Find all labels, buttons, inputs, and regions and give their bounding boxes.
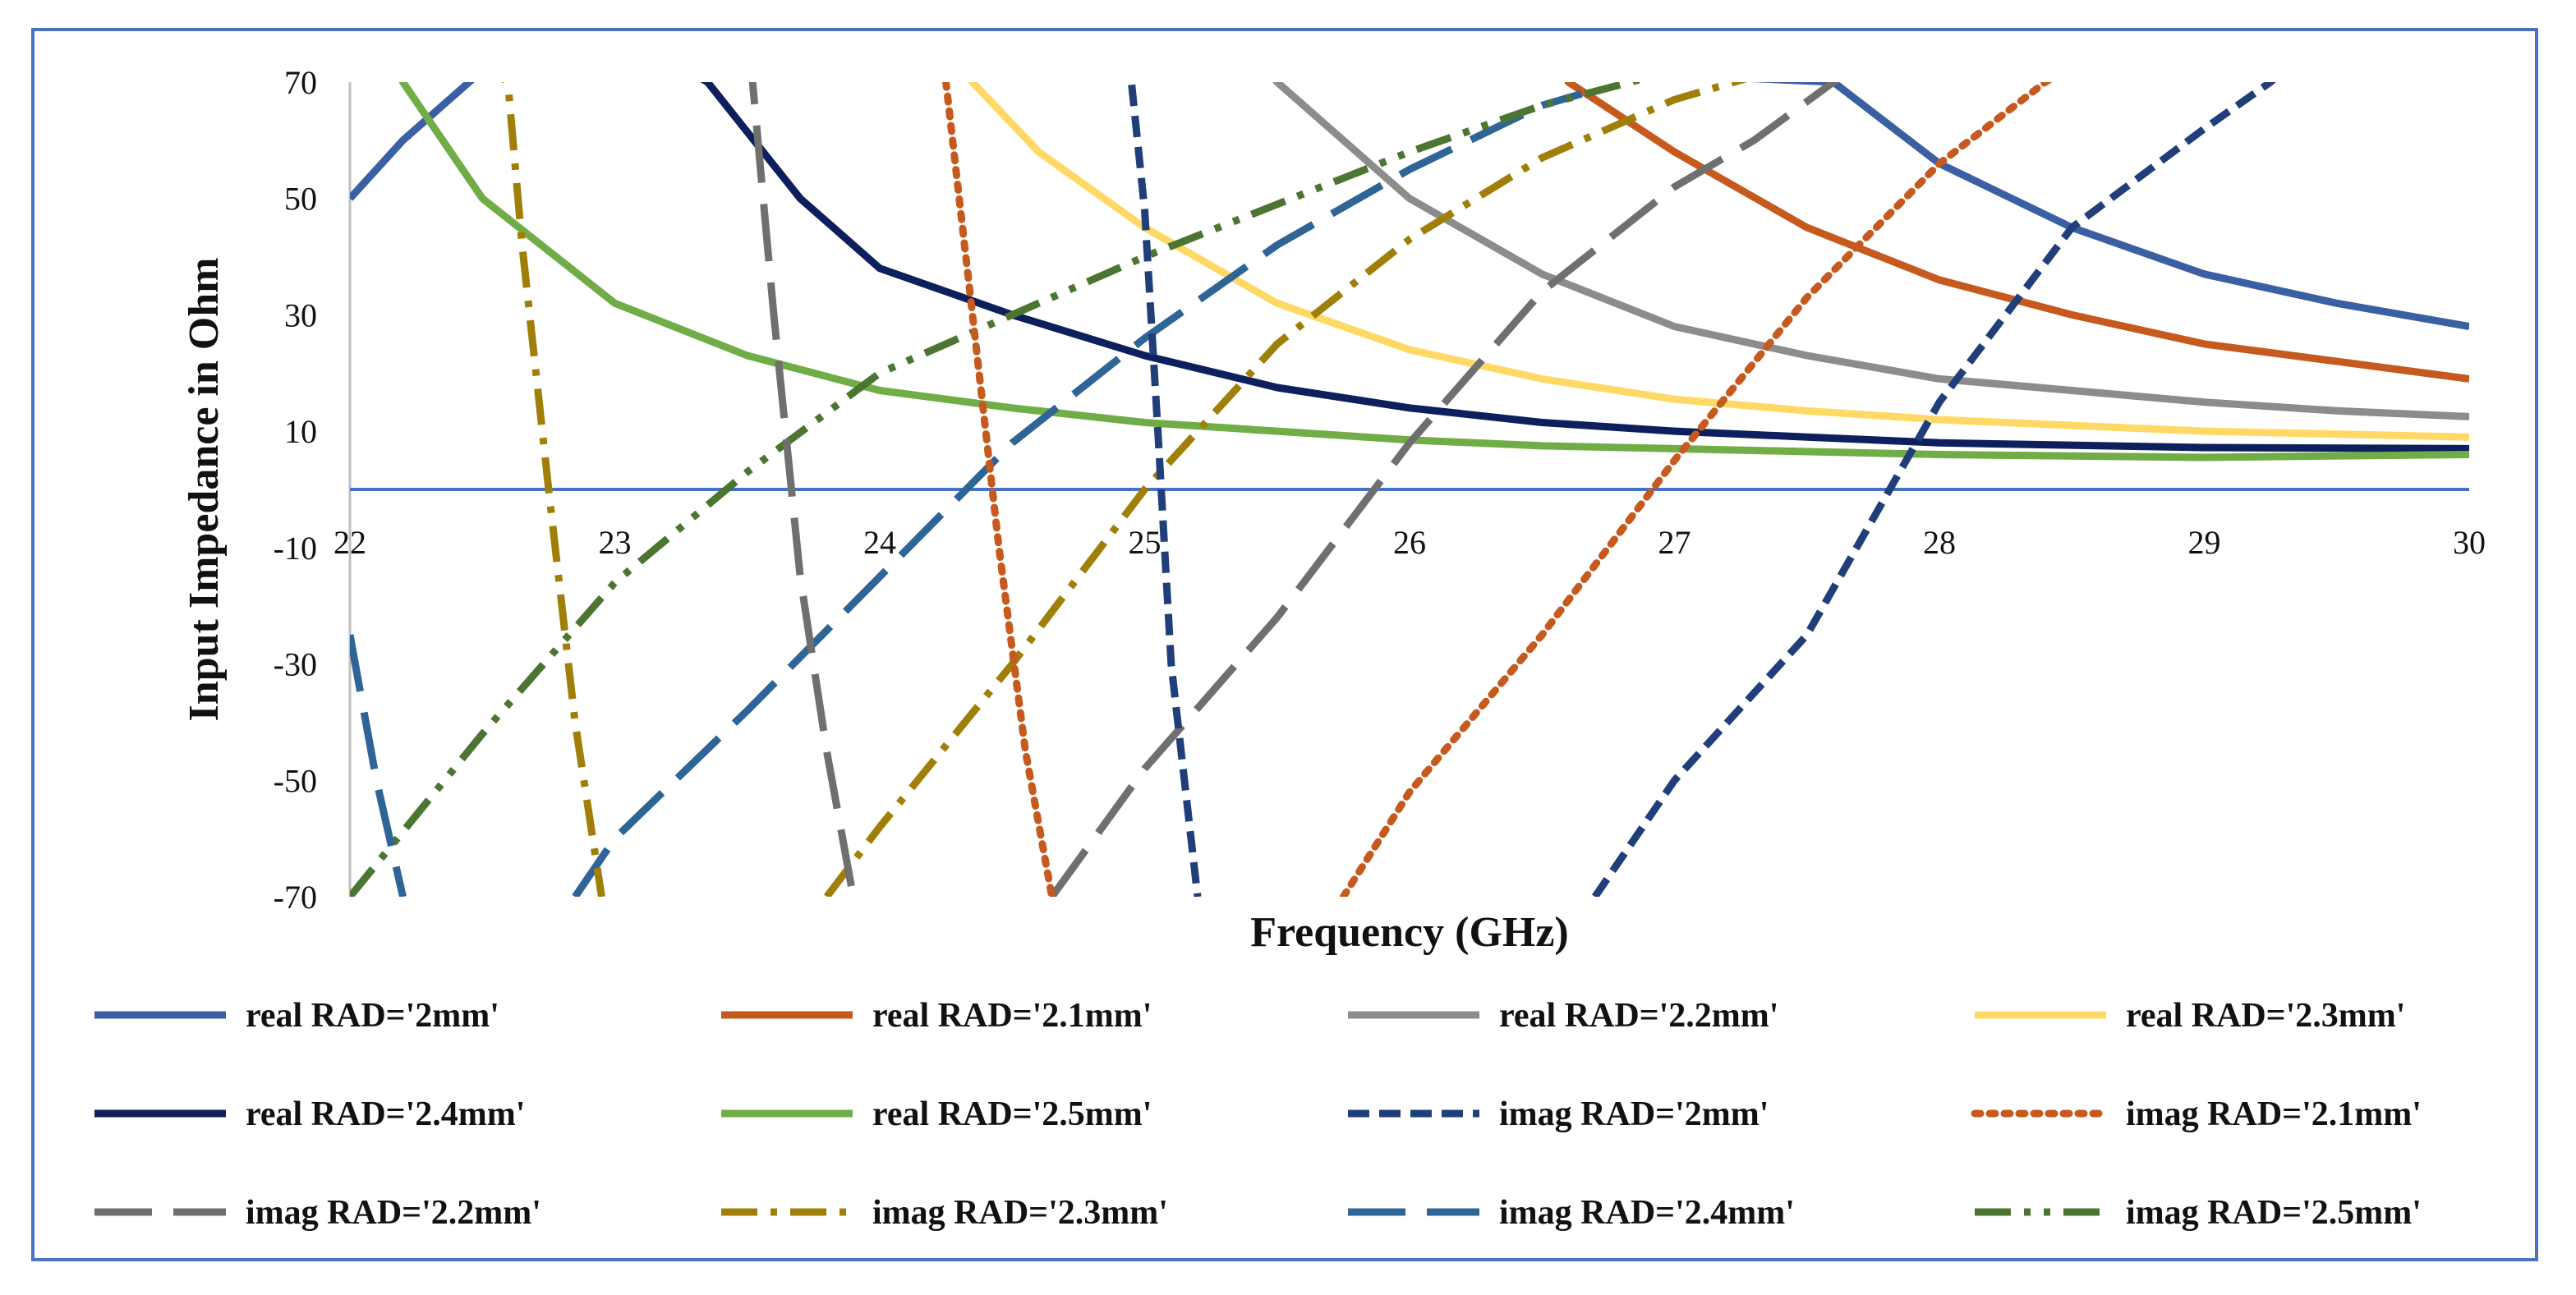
series-line-14 xyxy=(748,82,858,897)
series-line-8 xyxy=(1048,82,1841,897)
legend-label: imag RAD='2.2mm' xyxy=(246,1194,541,1232)
x-tick-label: 25 xyxy=(1129,524,1162,561)
legend-item: real RAD='2.2mm' xyxy=(1348,997,1778,1035)
legend-item: imag RAD='2.1mm' xyxy=(1971,1095,2422,1133)
series-line-9 xyxy=(823,82,1748,897)
legend-label: real RAD='2.4mm' xyxy=(246,1095,525,1133)
x-tick-label: 24 xyxy=(863,524,896,561)
legend-item: imag RAD='2.5mm' xyxy=(1975,1194,2422,1232)
series-line-4 xyxy=(700,82,2469,452)
series-line-7 xyxy=(1339,82,2053,897)
legend-item: real RAD='2.1mm' xyxy=(721,997,1152,1035)
legend-label: real RAD='2mm' xyxy=(246,997,499,1035)
y-tick-label: 30 xyxy=(284,296,317,333)
x-tick-label: 26 xyxy=(1393,524,1426,561)
x-tick-label: 30 xyxy=(2453,524,2486,561)
y-tick-label: 70 xyxy=(284,64,317,101)
legend-label: imag RAD='2mm' xyxy=(1499,1095,1769,1133)
y-tick-labels: 70 50 30 10 -10 -30 -50 -70 xyxy=(274,64,317,916)
y-tick-label: 10 xyxy=(284,413,317,450)
series-line-11 xyxy=(350,82,1645,897)
series-line-6 xyxy=(1591,82,2276,897)
x-tick-label: 22 xyxy=(334,524,366,561)
x-tick-label: 23 xyxy=(599,524,632,561)
series-line-16 xyxy=(350,634,407,897)
series-line-12 xyxy=(1127,82,1202,897)
legend-item: imag RAD='2.2mm' xyxy=(94,1194,541,1232)
legend-item: imag RAD='2.4mm' xyxy=(1348,1194,1795,1232)
legend-label: real RAD='2.2mm' xyxy=(1499,997,1778,1035)
legend-label: imag RAD='2.3mm' xyxy=(872,1194,1168,1232)
legend-label: real RAD='2.5mm' xyxy=(872,1095,1152,1133)
legend-label: real RAD='2.1mm' xyxy=(872,997,1152,1035)
y-tick-label: 50 xyxy=(284,181,317,218)
legend-item: real RAD='2.3mm' xyxy=(1975,997,2405,1035)
y-tick-label: -30 xyxy=(274,646,317,683)
series-line-0 xyxy=(350,82,2469,331)
legend-item: real RAD='2.5mm' xyxy=(721,1095,1152,1133)
chart-frame xyxy=(31,28,2538,1261)
x-axis-title: Frequency (GHz) xyxy=(1250,909,1569,956)
legend-label: imag RAD='2.1mm' xyxy=(2126,1095,2422,1133)
series-line-10 xyxy=(572,90,1583,897)
legend-item: imag RAD='2mm' xyxy=(1348,1095,1769,1133)
plot-area xyxy=(350,82,2469,897)
legend-item: real RAD='2mm' xyxy=(94,997,499,1035)
legend: real RAD='2mm' real RAD='2.1mm' real RAD='… xyxy=(94,997,2422,1232)
x-tick-label: 27 xyxy=(1658,524,1691,561)
x-tick-label: 28 xyxy=(1923,524,1956,561)
legend-label: imag RAD='2.5mm' xyxy=(2126,1194,2422,1232)
y-tick-label: -70 xyxy=(274,879,317,916)
legend-label: real RAD='2.3mm' xyxy=(2126,997,2405,1035)
series-line-5 xyxy=(398,82,2469,462)
legend-label: imag RAD='2.4mm' xyxy=(1499,1194,1795,1232)
y-tick-label: -50 xyxy=(274,762,317,799)
series-line-13 xyxy=(941,82,1056,897)
series-line-1 xyxy=(1564,82,2469,383)
legend-item: real RAD='2.4mm' xyxy=(94,1095,525,1133)
legend-item: imag RAD='2.3mm' xyxy=(721,1194,1168,1232)
series-line-2 xyxy=(1272,82,2469,420)
y-tick-label: -10 xyxy=(274,530,317,567)
x-tick-label: 29 xyxy=(2188,524,2221,561)
x-tick-labels: 22 23 24 25 26 27 28 29 30 xyxy=(334,524,2486,561)
series-line-15 xyxy=(501,82,605,897)
y-axis-title: Input Impedance in Ohm xyxy=(181,258,228,722)
